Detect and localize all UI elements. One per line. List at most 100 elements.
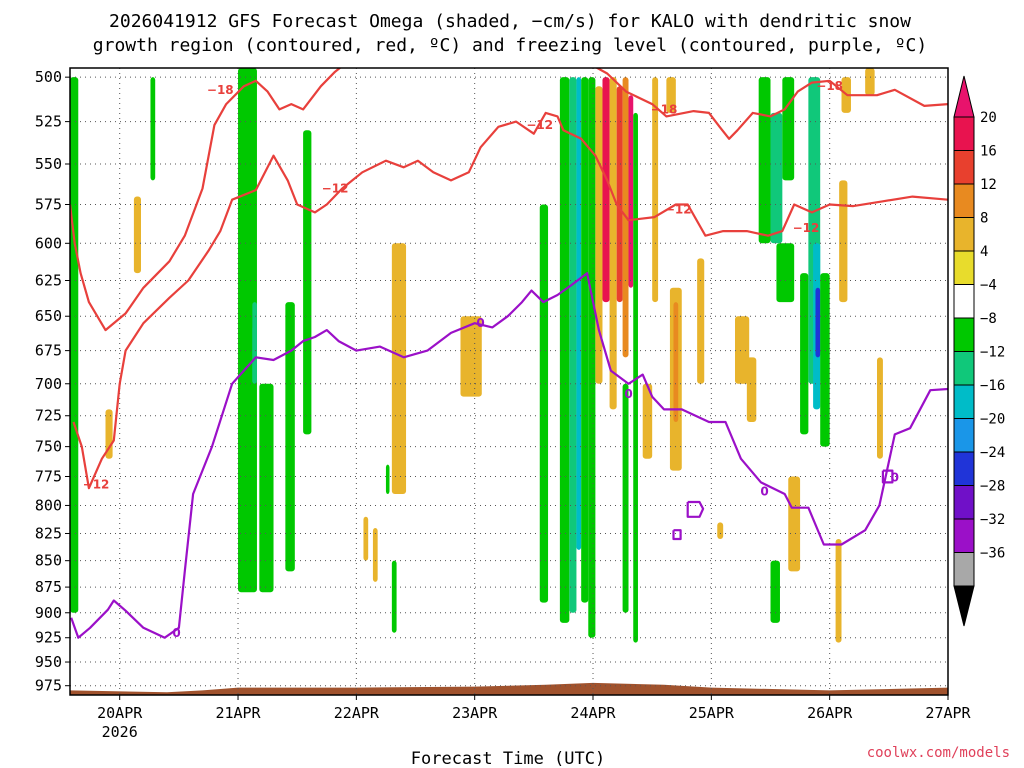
contour-label: −12 [526,118,553,132]
y-tick-label: 950 [35,653,62,671]
colorbar-label: −12 [980,345,1005,361]
x-tick-label: 20APR [97,704,143,722]
colorbar-segment [953,150,975,185]
colorbar-label: −20 [980,412,1005,428]
x-tick-label: 22APR [334,704,380,722]
omega-cell [652,77,659,303]
y-tick-label: 875 [35,578,62,596]
omega-cell [559,77,570,623]
omega-cell [285,302,295,572]
x-tick-label: 23APR [452,704,498,722]
colorbar-segment [953,552,975,587]
omega-cell [363,516,369,561]
contour-label: −12 [83,478,110,492]
x-tick-label: 24APR [570,704,616,722]
omega-cell [588,77,596,638]
terrain-area [70,682,948,695]
omega-cell [616,86,623,303]
colorbar-top-arrow [953,75,975,118]
omega-cell [385,464,390,494]
y-tick-label: 725 [35,407,62,425]
x-tick-label: 26APR [807,704,853,722]
contour-label: −18 [816,79,843,93]
omega-cell [133,196,141,274]
colorbar-segment [953,451,975,486]
y-tick-label: 925 [35,629,62,647]
omega-cell [770,112,783,244]
y-tick-label: 825 [35,524,62,542]
contour-label: −12 [793,221,820,235]
y-tick-label: 900 [35,604,62,622]
omega-cell [391,560,397,633]
colorbar-label: −24 [980,445,1005,461]
colorbar-segment [953,485,975,520]
omega-cell [252,302,257,384]
omega-cell [717,522,724,539]
contour-label: −12 [322,182,349,196]
x-axis-label: Forecast Time (UTC) [411,749,605,768]
omega-cell [391,243,407,494]
colorbar: 20 16 12 8 4 −4 −8 −12 −16 −20 −24 −28 −32 −36 [953,75,1005,627]
omega-cell [576,77,582,550]
contour-label: −18 [651,102,678,116]
colorbar-segment [953,250,975,285]
y-tick-label: 625 [35,271,62,289]
contour-line [70,272,948,639]
colorbar-segment [953,116,975,151]
y-tick-label: 800 [35,496,62,514]
omega-cell [815,287,821,358]
colorbar-label: −36 [980,546,1005,562]
omega-cell [673,302,679,422]
omega-cell [865,68,875,96]
omega-cell [622,383,629,613]
y-tick-label: 500 [35,68,62,86]
y-tick-label: 575 [35,196,62,214]
contour-line [686,500,705,518]
contour-label: 0 [891,471,899,485]
omega-cell [835,538,842,643]
omega-cell [633,112,638,643]
omega-cell [770,560,780,623]
omega-cell [642,383,653,459]
y-tick-label: 850 [35,552,62,570]
omega-cell [372,527,378,582]
contour-labels: −18 −18 −18 −12 −12 −12 −12 −12 0 0 0 0 0 [83,79,899,640]
plot-frame [69,67,949,696]
omega-cell [735,316,750,384]
omega-cell [746,357,757,422]
colorbar-segment [953,183,975,218]
omega-cell [569,77,577,613]
y-tick-label: 750 [35,438,62,456]
contour-line [595,68,948,140]
colorbar-segment [953,284,975,319]
omega-cell [243,112,253,331]
colorbar-segment [953,351,975,386]
y-tick-label: 675 [35,342,62,360]
omega-cell [800,273,809,435]
contour-label: 0 [624,387,632,401]
omega-cell [303,130,312,435]
y-tick-label: 600 [35,234,62,252]
colorbar-label: 16 [980,144,997,160]
omega-cell [70,77,79,613]
terrain-fill [70,682,948,695]
colorbar-segment [953,518,975,553]
credit-text: coolwx.com/models [867,745,1010,761]
omega-shading [70,68,883,643]
omega-cell [150,77,156,181]
colorbar-label: −8 [980,311,997,327]
y-tick-label: 650 [35,307,62,325]
omega-cell [581,77,589,603]
omega-cell [539,204,549,603]
omega-cell [877,357,883,459]
colorbar-segment [953,384,975,419]
colorbar-label: −28 [980,479,1005,495]
colorbar-label: 20 [980,110,997,126]
contour-label: −18 [207,83,234,97]
contour-line [881,469,894,484]
colorbar-label: 12 [980,177,997,193]
contour-label: 0 [172,626,180,640]
omega-cell [628,95,634,288]
x-tick-label: 25APR [689,704,735,722]
